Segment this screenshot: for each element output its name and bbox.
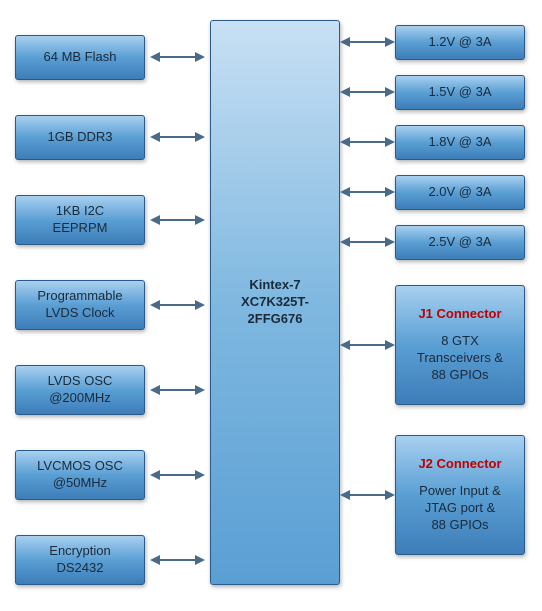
- bidirectional-arrow-icon: [150, 131, 205, 143]
- right-block: 1.5V @ 3A: [395, 75, 525, 110]
- right-block: J1 Connector 8 GTXTransceivers &88 GPIOs: [395, 285, 525, 405]
- bidirectional-arrow-icon: [340, 86, 395, 98]
- block-text-line: LVCMOS OSC: [37, 458, 123, 475]
- bidirectional-arrow-icon: [150, 299, 205, 311]
- bidirectional-arrow-icon: [150, 554, 205, 566]
- bidirectional-arrow-icon: [150, 214, 205, 226]
- bidirectional-arrow-icon: [340, 186, 395, 198]
- right-block: 2.5V @ 3A: [395, 225, 525, 260]
- left-block: LVDS OSC@200MHz: [15, 365, 145, 415]
- block-text-line: 88 GPIOs: [431, 517, 488, 534]
- block-text-line: LVDS Clock: [45, 305, 114, 322]
- bidirectional-arrow-icon: [340, 136, 395, 148]
- block-text-line: 1KB I2C: [56, 203, 104, 220]
- block-text-line: Kintex-7: [249, 277, 300, 294]
- right-block: 1.8V @ 3A: [395, 125, 525, 160]
- block-text-line: 88 GPIOs: [431, 367, 488, 384]
- connector-title: J2 Connector: [418, 456, 501, 473]
- left-block: 64 MB Flash: [15, 35, 145, 80]
- block-text-line: DS2432: [57, 560, 104, 577]
- block-text-line: 8 GTX: [441, 333, 479, 350]
- left-block: EncryptionDS2432: [15, 535, 145, 585]
- left-block: ProgrammableLVDS Clock: [15, 280, 145, 330]
- block-text-line: 1GB DDR3: [47, 129, 112, 146]
- right-block: 2.0V @ 3A: [395, 175, 525, 210]
- block-text-line: 1.8V @ 3A: [428, 134, 491, 151]
- block-text-line: @200MHz: [49, 390, 111, 407]
- bidirectional-arrow-icon: [150, 469, 205, 481]
- block-text-line: Encryption: [49, 543, 110, 560]
- block-text-line: Power Input &: [419, 483, 501, 500]
- block-text-line: 2.0V @ 3A: [428, 184, 491, 201]
- block-diagram: Kintex-7XC7K325T-2FFG676 64 MB Flash 1GB …: [15, 15, 527, 596]
- bidirectional-arrow-icon: [150, 384, 205, 396]
- block-text-line: 2.5V @ 3A: [428, 234, 491, 251]
- block-text-line: LVDS OSC: [48, 373, 113, 390]
- right-block: 1.2V @ 3A: [395, 25, 525, 60]
- bidirectional-arrow-icon: [340, 339, 395, 351]
- left-block: LVCMOS OSC@50MHz: [15, 450, 145, 500]
- bidirectional-arrow-icon: [150, 51, 205, 63]
- block-text-line: 1.5V @ 3A: [428, 84, 491, 101]
- block-text-line: @50MHz: [53, 475, 107, 492]
- block-text-line: 64 MB Flash: [44, 49, 117, 66]
- left-block: 1GB DDR3: [15, 115, 145, 160]
- bidirectional-arrow-icon: [340, 236, 395, 248]
- block-text-line: XC7K325T-: [241, 294, 309, 311]
- block-text-line: 2FFG676: [248, 311, 303, 328]
- bidirectional-arrow-icon: [340, 36, 395, 48]
- connector-title: J1 Connector: [418, 306, 501, 323]
- center-block: Kintex-7XC7K325T-2FFG676: [210, 20, 340, 585]
- block-text-line: Programmable: [37, 288, 122, 305]
- block-text-line: 1.2V @ 3A: [428, 34, 491, 51]
- bidirectional-arrow-icon: [340, 489, 395, 501]
- block-text-line: JTAG port &: [425, 500, 496, 517]
- block-text-line: EEPRPM: [53, 220, 108, 237]
- right-block: J2 Connector Power Input &JTAG port &88 G…: [395, 435, 525, 555]
- block-text-line: Transceivers &: [417, 350, 503, 367]
- left-block: 1KB I2CEEPRPM: [15, 195, 145, 245]
